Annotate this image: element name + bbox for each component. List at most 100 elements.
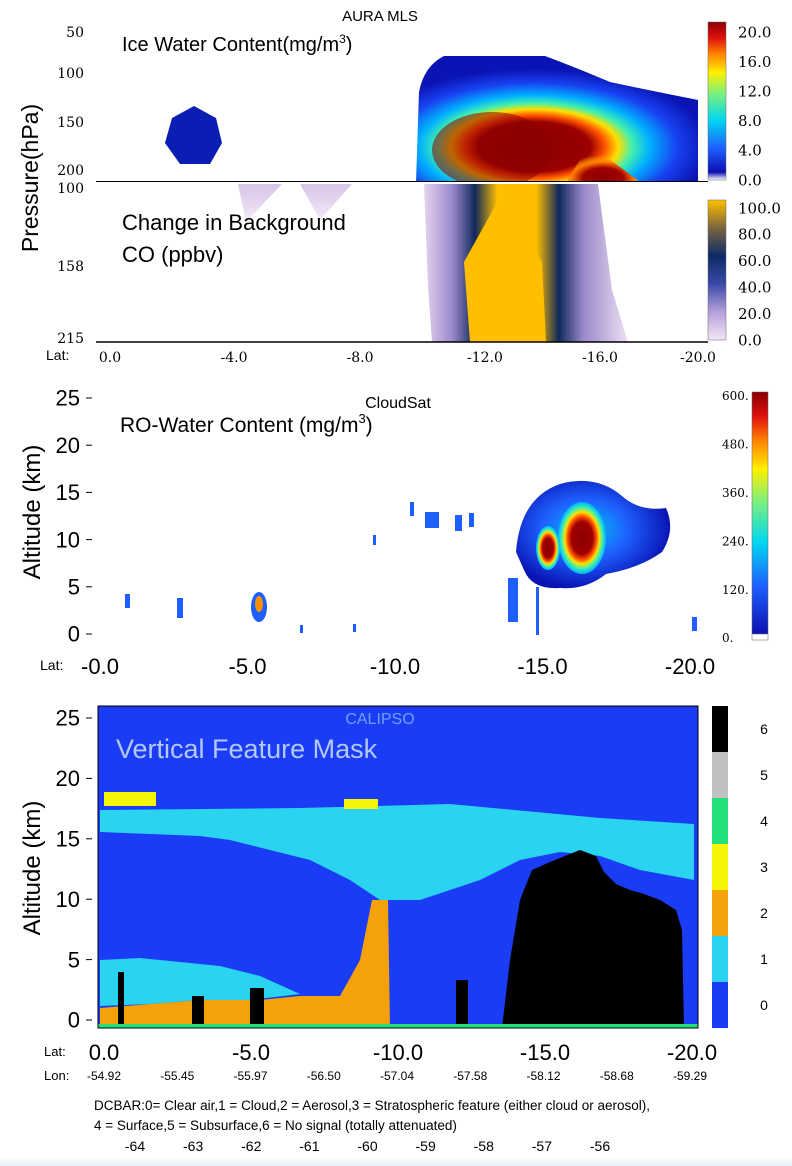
y-tick-label: 15 xyxy=(56,480,80,505)
y-tick-label: 100 xyxy=(57,181,84,197)
x-tick-label: -10.0 xyxy=(370,654,420,679)
y-tick-label: 15 xyxy=(56,827,80,852)
cs-y-ticks: 25 20 15 10 5 0 xyxy=(56,386,92,647)
colorbar-tick-label: 240. xyxy=(722,534,749,548)
colorbar-tick-label: 60.0 xyxy=(738,252,771,270)
page-bottom-stripe xyxy=(0,1156,792,1166)
cs-cell xyxy=(300,625,303,633)
vfm-attenuated-column xyxy=(456,980,468,1028)
x-tick-label: -16.0 xyxy=(582,350,618,366)
vfm-colorbar-swatch xyxy=(712,752,728,798)
x-tick-label: -15.0 xyxy=(520,1040,570,1065)
lon-tick-label: -55.45 xyxy=(160,1069,194,1083)
bottom-axis-label: -60 xyxy=(357,1138,378,1154)
bottom-axis-label: -59 xyxy=(415,1138,436,1154)
co-feature-core xyxy=(464,190,546,342)
y-tick-label: 215 xyxy=(57,331,84,347)
ice-colorbar-ticks: 20.0 16.0 12.0 8.0 4.0 0.0 xyxy=(738,23,771,189)
vfm-cloud-layer xyxy=(100,804,694,900)
x-tick-label: -20.0 xyxy=(667,1040,717,1065)
co-subtitle-line2: CO (ppbv) xyxy=(122,242,223,267)
cs-cell xyxy=(508,578,518,622)
vfm-y-ticks: 25 20 15 10 5 0 xyxy=(56,706,92,1033)
x-tick-label: -12.0 xyxy=(467,350,503,366)
vfm-attenuated-region xyxy=(502,850,684,1028)
vfm-lon-ticks: -54.92 -55.45 -55.97 -56.50 -57.04 -57.58 -58.… xyxy=(87,1069,707,1083)
vfm-colorbar-swatch xyxy=(712,936,728,982)
colorbar-tick-label: 16.0 xyxy=(738,53,771,71)
co-x-ticks: 0.0 -4.0 -8.0 -12.0 -16.0 -20.0 xyxy=(99,350,716,366)
y-tick-label: 10 xyxy=(56,527,80,552)
co-xlabel: Lat: xyxy=(46,347,69,363)
ice-subtitle-sup: 3 xyxy=(339,32,346,46)
co-subtitle-line1: Change in Background xyxy=(122,210,346,235)
vfm-colorbar-swatch xyxy=(712,844,728,890)
bottom-axis-label: -56 xyxy=(589,1138,611,1154)
lon-tick-label: -58.12 xyxy=(526,1069,560,1083)
colorbar-tick-label: 4.0 xyxy=(738,142,762,160)
cs-cell xyxy=(177,598,183,618)
vfm-title: CALIPSO xyxy=(345,711,414,728)
x-tick-label: -10.0 xyxy=(373,1040,423,1065)
ice-title: AURA MLS xyxy=(342,8,418,25)
figure-caption: DCBAR:0= Clear air,1 = Cloud,2 = Aerosol… xyxy=(94,1096,774,1136)
vfm-plot-border xyxy=(97,705,699,1029)
vfm-xlabel-lon: Lon: xyxy=(44,1068,69,1083)
y-tick-label: 5 xyxy=(68,575,80,600)
bottom-axis-label: -62 xyxy=(241,1138,262,1154)
x-tick-label: -15.0 xyxy=(517,654,567,679)
colorbar-tick-label: 120. xyxy=(722,583,749,597)
y-tick-label: 0 xyxy=(68,1008,80,1033)
x-tick-label: -20.0 xyxy=(680,350,716,366)
x-tick-label: 0.0 xyxy=(99,350,121,366)
vfm-colorbar-label: 4 xyxy=(760,813,768,829)
colorbar-tick-label: 360. xyxy=(722,486,749,500)
co-feature-small-1 xyxy=(238,184,282,222)
y-tick-label: 158 xyxy=(57,259,84,275)
bottom-axis-labels: -64 -63 -62 -61 -60 -59 -58 -57 -56 xyxy=(0,1138,792,1158)
vfm-attenuated-column xyxy=(118,972,124,1028)
colorbar-tick-label: 600. xyxy=(722,389,749,403)
cs-cell xyxy=(125,594,130,608)
y-tick-label: 150 xyxy=(57,115,84,131)
colorbar-tick-label: 0. xyxy=(722,631,733,645)
vfm-ylabel: Altitude (km) xyxy=(19,801,46,936)
vfm-colorbar-label: 6 xyxy=(760,721,768,737)
vfm-subtitle: Vertical Feature Mask xyxy=(116,734,378,764)
panel-calipso: CALIPSO Vertical Feature Mask Altitude (… xyxy=(19,705,768,1083)
x-tick-label: -5.0 xyxy=(229,654,267,679)
lon-tick-label: -56.50 xyxy=(307,1069,341,1083)
cs-colorbar xyxy=(751,391,769,635)
panel-cloudsat: CloudSat RO-Water Content (mg/m3) Altitu… xyxy=(19,386,769,679)
ice-subtitle-main: Ice Water Content(mg/m xyxy=(122,34,339,56)
colorbar-tick-label: 0.0 xyxy=(738,331,762,349)
co-colorbar-ticks: 100.0 80.0 60.0 40.0 20.0 0.0 xyxy=(738,199,781,349)
cs-cell xyxy=(536,587,539,635)
cs-cell xyxy=(353,624,356,632)
co-feature-small-2 xyxy=(300,184,352,220)
y-tick-label: 10 xyxy=(56,887,80,912)
y-tick-label: 100 xyxy=(57,66,84,82)
x-tick-label: -5.0 xyxy=(232,1040,270,1065)
ice-subtitle-end: ) xyxy=(346,34,353,56)
vfm-attenuated-column xyxy=(250,988,264,1028)
x-tick-label: -4.0 xyxy=(221,350,248,366)
y-tick-label: 200 xyxy=(57,163,84,179)
panel-mls-co: Change in Background CO (ppbv) Pressure(… xyxy=(17,104,781,366)
vfm-x-ticks: 0.0 -5.0 -10.0 -15.0 -20.0 xyxy=(89,1040,717,1065)
vfm-xlabel-lat: Lat: xyxy=(44,1044,66,1059)
cs-cell xyxy=(425,512,439,528)
ice-subtitle: Ice Water Content(mg/m3) xyxy=(122,32,352,56)
cs-cell xyxy=(410,502,414,516)
colorbar-tick-label: 40.0 xyxy=(738,278,771,296)
vfm-strat-layer xyxy=(104,792,156,806)
vfm-colorbar-label: 5 xyxy=(760,767,768,783)
caption-line-1: DCBAR:0= Clear air,1 = Cloud,2 = Aerosol… xyxy=(94,1098,651,1113)
vfm-colorbar-swatch xyxy=(712,890,728,936)
cs-cell xyxy=(373,535,376,545)
bottom-axis-label: -63 xyxy=(183,1138,204,1154)
vfm-surface-band xyxy=(98,1024,698,1028)
cs-cell xyxy=(469,513,474,527)
cs-colorbar-ticks: 600. 480. 360. 240. 120. 0. xyxy=(722,389,749,645)
